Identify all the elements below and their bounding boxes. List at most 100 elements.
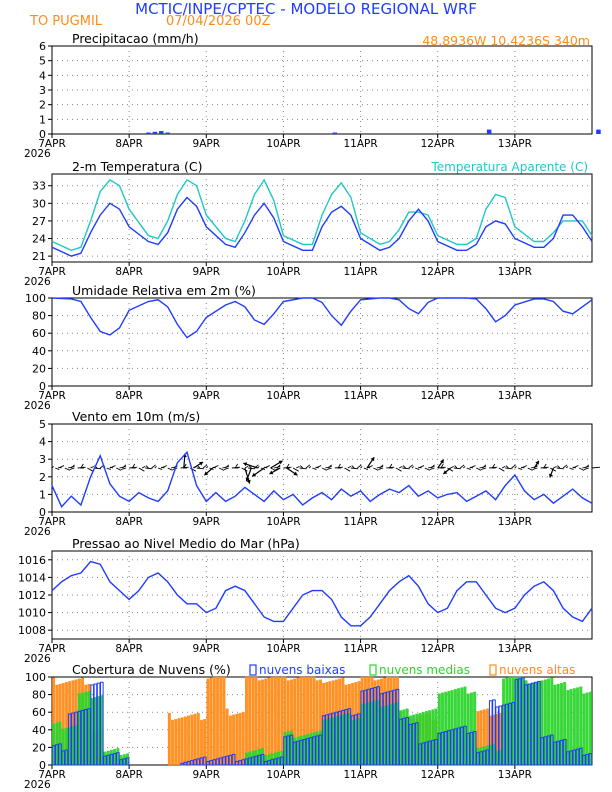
wind-vector <box>402 467 410 470</box>
wind-vector <box>440 463 444 469</box>
legend-label-high: nuvens altas <box>499 663 575 677</box>
x-tick-label: 8APR <box>115 769 142 781</box>
cloud-bar-low <box>328 713 332 766</box>
y-tick-label: 100 <box>25 671 46 684</box>
wind-vector <box>87 467 94 472</box>
cloud-bar-high <box>273 676 277 766</box>
wind-vector <box>218 467 225 471</box>
wind-vector <box>556 467 564 470</box>
x-tick-label: 9APR <box>193 643 221 655</box>
x-tick-label: 13APR <box>498 516 532 528</box>
x-year-label: 2026 <box>24 400 51 412</box>
precip-bar <box>486 129 492 134</box>
legend-swatch-low <box>249 664 257 676</box>
y-tick-label: 1014 <box>18 571 46 584</box>
wind-vector <box>315 466 319 469</box>
cloud-bar-low <box>193 759 197 766</box>
cloud-bar-low <box>80 709 85 766</box>
cloud-bar-low <box>231 753 236 766</box>
wind-vector <box>109 466 114 469</box>
cloud-bar-low <box>530 682 535 766</box>
x-tick-label: 7APR <box>38 516 66 528</box>
cloud-bar-high <box>187 715 191 766</box>
x-tick-label: 9APR <box>193 390 221 402</box>
x-tick-label: 12APR <box>421 769 455 781</box>
wind-vector <box>479 465 487 469</box>
cloud-bar-low <box>251 756 255 766</box>
legend-label-low: nuvens baixas <box>259 663 345 677</box>
y-tick-label: 24 <box>32 233 46 246</box>
wind-vector <box>106 467 111 471</box>
cloud-bar-low <box>550 734 554 766</box>
wind-vector <box>90 465 94 469</box>
wind-vector <box>415 467 420 471</box>
wind-vector <box>120 467 127 471</box>
wind-arrowhead <box>549 473 554 478</box>
x-tick-label: 10APR <box>266 643 300 655</box>
cloud-bar-high <box>174 719 178 766</box>
cloud-bar-low <box>386 691 390 766</box>
cloud-bar-low <box>408 724 413 766</box>
cloud-bar-low <box>90 684 94 766</box>
wind-vector <box>378 467 384 471</box>
cloud-bar-low <box>122 758 127 766</box>
y-tick-label: 1 <box>39 488 46 501</box>
wind-vector <box>116 467 122 471</box>
cloud-bar-low <box>308 737 313 766</box>
x-tick-label: 9APR <box>193 769 221 781</box>
cloud-bar-low <box>254 755 258 766</box>
x-tick-label: 9APR <box>193 516 221 528</box>
cloud-bar-low <box>318 734 323 766</box>
y-tick-label: 4 <box>39 69 46 82</box>
cloud-bar-low <box>119 759 123 766</box>
cloud-bar-low <box>395 688 400 766</box>
cloud-bar-low <box>276 757 281 766</box>
y-tick-label: 0 <box>39 380 46 393</box>
wind-vector <box>491 463 496 469</box>
x-tick-label: 11APR <box>343 266 377 278</box>
cloud-bar-low <box>87 708 91 766</box>
wind-vector <box>276 464 281 469</box>
cloud-bar-low <box>267 760 271 766</box>
wind-vector <box>273 465 281 469</box>
cloud-bar-low <box>325 714 329 766</box>
wind-vector <box>553 465 557 469</box>
legend-swatch-high <box>489 664 497 676</box>
cloud-bar-low <box>55 744 59 766</box>
cloud-bar-low <box>228 754 233 766</box>
wind-speed-line <box>51 450 593 508</box>
cloud-bar-low <box>456 727 461 766</box>
cloud-bar-low <box>485 749 490 766</box>
wind-vector <box>264 466 268 469</box>
x-tick-label: 10APR <box>266 769 300 781</box>
x-tick-label: 9APR <box>193 138 221 150</box>
cloud-bar-high <box>209 677 213 766</box>
wind-vector <box>408 464 414 469</box>
cloud-bar-low <box>283 736 287 766</box>
y-tick-label: 1008 <box>18 624 46 637</box>
cloud-bar-low <box>286 735 291 766</box>
cloud-bar-high <box>190 714 194 766</box>
cloud-bar-low <box>260 753 265 766</box>
wind-vector <box>222 465 229 469</box>
wind-vector <box>119 465 127 469</box>
cloud-bar-low <box>392 689 397 766</box>
cloud-bar-low <box>476 752 480 766</box>
x-tick-label: 7APR <box>38 643 66 655</box>
rh-line <box>51 297 593 339</box>
cloud-bar-low <box>402 717 406 766</box>
cloud-bar-low <box>460 726 464 766</box>
wind-arrowhead <box>535 460 539 465</box>
cloud-bar-low <box>418 743 422 766</box>
wind-vector <box>350 467 359 470</box>
x-tick-label: 7APR <box>38 266 66 278</box>
coordinates-label: 48.8936W 10.4236S 340m <box>422 33 590 48</box>
precip-bar <box>165 132 170 134</box>
precip-bar <box>159 131 164 134</box>
cloud-bar-low <box>186 760 191 766</box>
y-tick-label: 1012 <box>18 589 46 602</box>
y-tick-label: 60 <box>32 327 46 340</box>
pressure-title: Pressao ao Nivel Medio do Mar (hPa) <box>72 536 300 551</box>
wind-vector <box>562 464 568 469</box>
cloud-bar-low <box>521 677 525 766</box>
